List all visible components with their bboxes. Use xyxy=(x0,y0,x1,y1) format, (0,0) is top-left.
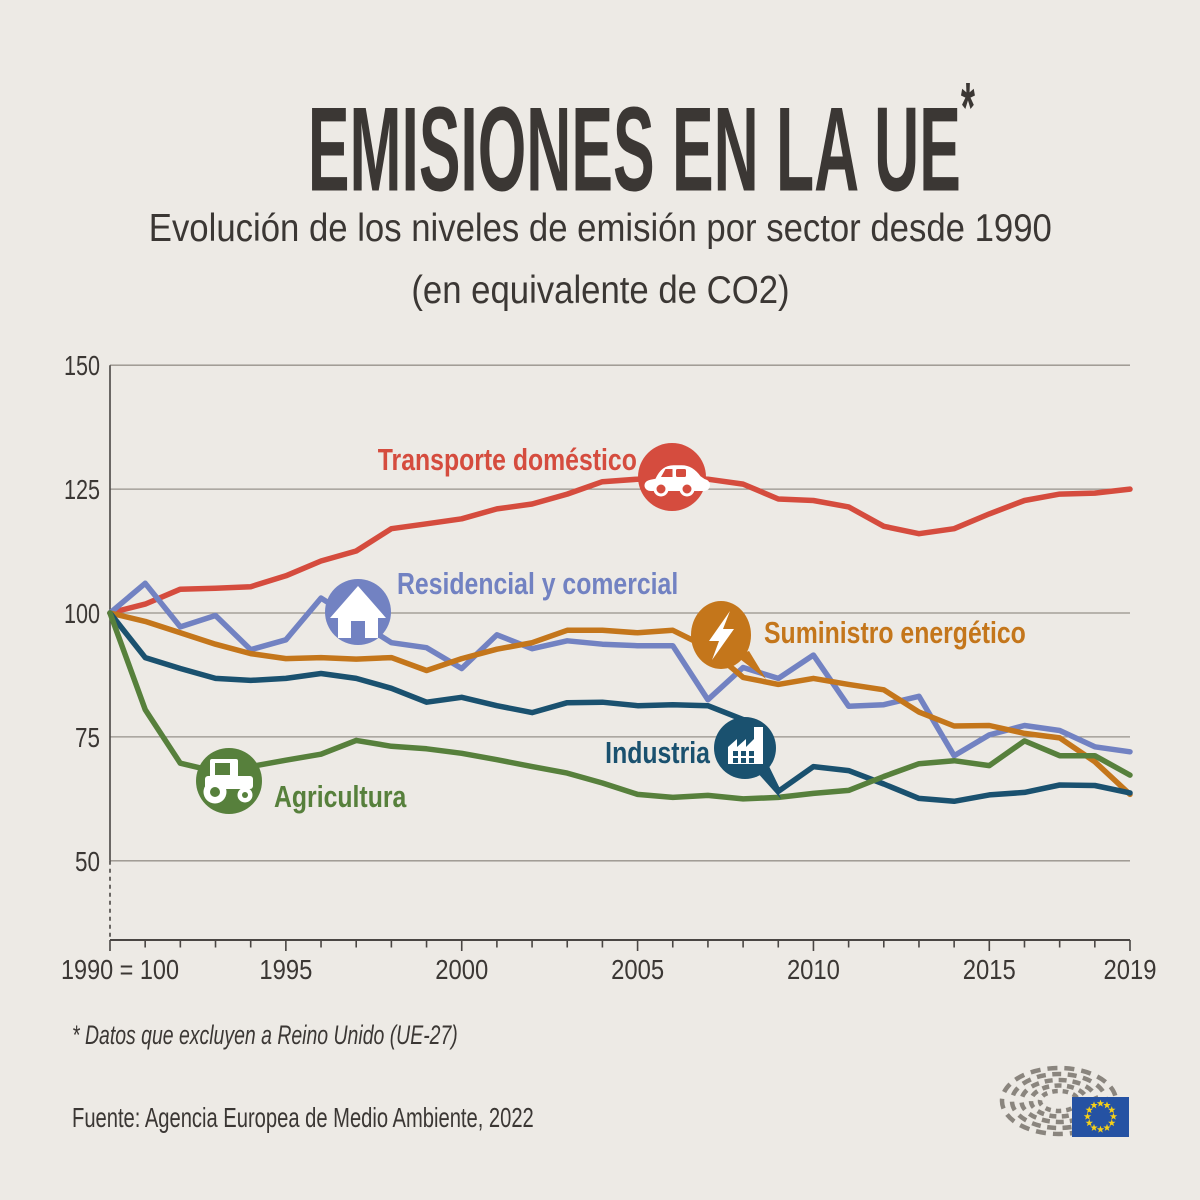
eu-flag-star xyxy=(1085,1119,1093,1127)
tractor-rear-hub xyxy=(210,787,220,797)
factory-windows xyxy=(733,751,754,763)
x-axis-label: 2005 xyxy=(611,954,664,985)
lightning-icon xyxy=(691,601,766,679)
series-label-residencial: Residencial y comercial xyxy=(397,566,679,601)
eu-flag-star xyxy=(1096,1099,1105,1107)
eu-flag-star xyxy=(1103,1123,1111,1131)
car-wheel-left xyxy=(653,481,669,497)
tractor-cab-window xyxy=(215,763,230,775)
factory-icon xyxy=(714,717,781,799)
page-subtitle-line1: Evolución de los niveles de emisión por … xyxy=(148,207,1052,250)
eu-flag-star xyxy=(1090,1123,1098,1131)
page-title: EMISIONES EN LA UE* xyxy=(0,68,1200,217)
eu-flag-star xyxy=(1109,1112,1118,1120)
x-axis-label: 2019 xyxy=(1104,954,1157,985)
eu-flag-star xyxy=(1103,1101,1111,1109)
title-asterisk: * xyxy=(960,67,975,146)
x-axis-label: 1990 = 100 xyxy=(61,954,179,985)
lightning-bolt xyxy=(709,611,734,660)
house-icon xyxy=(325,579,391,645)
factory-icon-tail xyxy=(756,767,781,799)
y-axis-label: 125 xyxy=(64,474,100,505)
car-window-front xyxy=(661,469,673,477)
series-lines-layer xyxy=(107,474,1133,805)
series-line-agricultura xyxy=(107,610,1133,802)
y-axis-label: 100 xyxy=(64,598,100,629)
eu-flag-star xyxy=(1108,1106,1116,1114)
eu-flag-star xyxy=(1108,1119,1116,1127)
tractor-icon xyxy=(196,748,262,814)
x-axis-label: 2010 xyxy=(787,954,840,985)
page-subtitle-line2: (en equivalente de CO2) xyxy=(410,269,790,312)
house-roof xyxy=(330,586,386,618)
eu-flag-star xyxy=(1085,1106,1093,1114)
x-axis-label: 1995 xyxy=(259,954,312,985)
y-axis-label: 50 xyxy=(75,846,100,877)
lightning-icon-tail xyxy=(736,651,766,679)
series-line-transporte xyxy=(107,474,1133,616)
source-line: Fuente: Agencia Europea de Medio Ambient… xyxy=(72,1102,534,1133)
tractor-front-hub xyxy=(242,792,248,798)
series-label-suministro: Suministro energético xyxy=(764,615,1026,650)
grid-layer: 150 125 100 75 50 xyxy=(64,350,1130,877)
title-text: EMISIONES EN LA UE xyxy=(307,82,961,217)
series-label-transporte: Transporte doméstico xyxy=(377,442,637,477)
y-axis-label: 150 xyxy=(64,350,100,381)
footnote: * Datos que excluyen a Reino Unido (UE-2… xyxy=(72,1020,458,1050)
series-line-residencial xyxy=(107,580,1133,759)
series-line-suministro xyxy=(107,610,1133,798)
series-line-industria xyxy=(107,610,1133,805)
eu-flag-star xyxy=(1090,1101,1098,1109)
european-parliament-logo xyxy=(999,1065,1129,1137)
axis-layer: 1990 = 100 1995 2000 2005 2010 2015 2019 xyxy=(61,365,1157,985)
y-axis-label: 75 xyxy=(75,722,100,753)
x-axis-label: 2015 xyxy=(963,954,1016,985)
car-icon xyxy=(638,443,710,511)
eu-flag-stars xyxy=(1083,1099,1118,1133)
eu-flag-star xyxy=(1083,1112,1092,1120)
x-axis-label: 2000 xyxy=(435,954,488,985)
series-label-agricultura: Agricultura xyxy=(274,779,407,814)
car-wheel-right xyxy=(679,481,695,497)
series-label-industria: Industria xyxy=(605,735,710,770)
eu-flag-star xyxy=(1096,1125,1105,1133)
house-door xyxy=(351,621,365,638)
car-window-rear xyxy=(676,469,686,477)
